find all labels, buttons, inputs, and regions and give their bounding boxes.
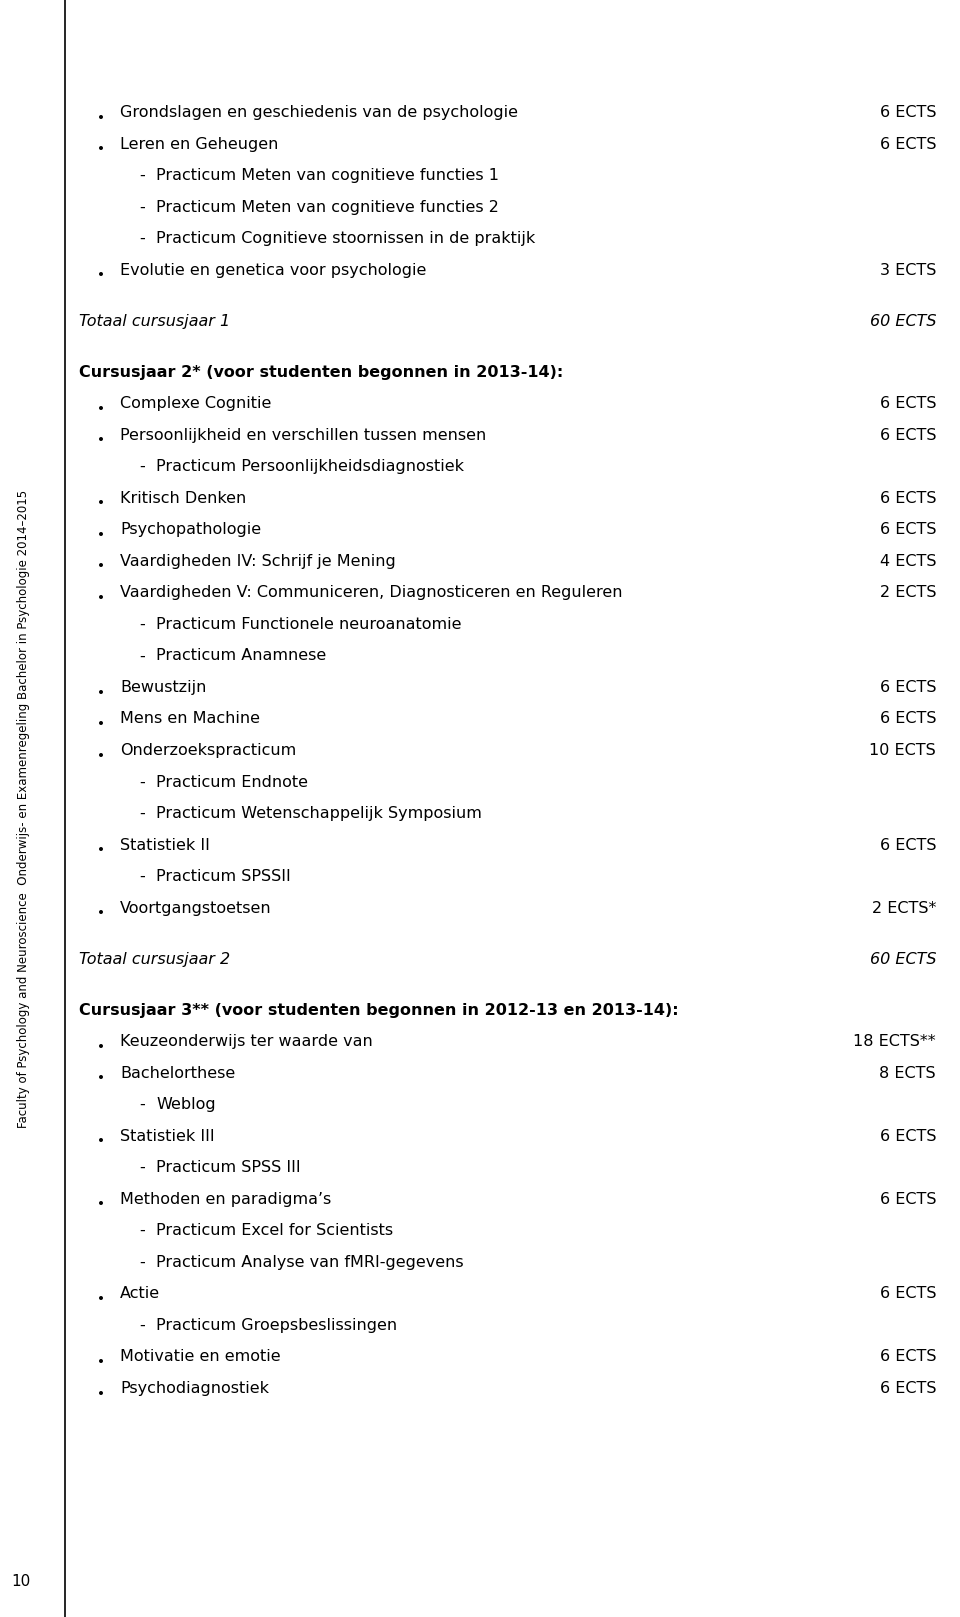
Text: •: • [97,1072,105,1085]
Text: -: - [139,648,145,663]
Text: 18 ECTS**: 18 ECTS** [853,1033,936,1049]
Text: -: - [139,168,145,183]
Text: •: • [97,496,105,511]
Text: Practicum Meten van cognitieve functies 1: Practicum Meten van cognitieve functies … [156,168,499,183]
Text: Cursusjaar 2* (voor studenten begonnen in 2013-14):: Cursusjaar 2* (voor studenten begonnen i… [79,364,563,380]
Text: •: • [97,907,105,920]
Text: Practicum Wetenschappelijk Symposium: Practicum Wetenschappelijk Symposium [156,805,482,821]
Text: •: • [97,559,105,574]
Text: Bachelorthese: Bachelorthese [120,1066,235,1080]
Text: 60 ECTS: 60 ECTS [870,951,936,967]
Text: Practicum Excel for Scientists: Practicum Excel for Scientists [156,1222,394,1239]
Text: -: - [139,1159,145,1176]
Text: •: • [97,1292,105,1307]
Text: 10 ECTS: 10 ECTS [869,742,936,758]
Text: -: - [139,1096,145,1112]
Text: 6 ECTS: 6 ECTS [879,136,936,152]
Text: Practicum Persoonlijkheidsdiagnostiek: Practicum Persoonlijkheidsdiagnostiek [156,459,465,474]
Text: Evolutie en genetica voor psychologie: Evolutie en genetica voor psychologie [120,262,426,278]
Text: 8 ECTS: 8 ECTS [879,1066,936,1080]
Text: Methoden en paradigma’s: Methoden en paradigma’s [120,1192,331,1206]
Text: Faculty of Psychology and Neuroscience  Onderwijs- en Examenregeling Bachelor in: Faculty of Psychology and Neuroscience O… [17,490,31,1127]
Text: •: • [97,844,105,857]
Text: Practicum Functionele neuroanatomie: Practicum Functionele neuroanatomie [156,616,462,632]
Text: Practicum SPSSII: Practicum SPSSII [156,868,291,884]
Text: 6 ECTS: 6 ECTS [879,427,936,443]
Text: -: - [139,231,145,246]
Text: 6 ECTS: 6 ECTS [879,838,936,852]
Text: Weblog: Weblog [156,1096,216,1112]
Text: Leren en Geheugen: Leren en Geheugen [120,136,278,152]
Text: •: • [97,1040,105,1054]
Text: -: - [139,775,145,789]
Text: Practicum Endnote: Practicum Endnote [156,775,308,789]
Text: Voortgangstoetsen: Voortgangstoetsen [120,901,272,915]
Text: Kritisch Denken: Kritisch Denken [120,490,247,506]
Text: Mens en Machine: Mens en Machine [120,711,260,726]
Text: •: • [97,749,105,763]
Text: Statistiek II: Statistiek II [120,838,210,852]
Text: -: - [139,459,145,474]
Text: •: • [97,1135,105,1148]
Text: •: • [97,142,105,157]
Text: -: - [139,1222,145,1239]
Text: •: • [97,1198,105,1211]
Text: Totaal cursusjaar 1: Totaal cursusjaar 1 [79,314,229,328]
Text: •: • [97,686,105,700]
Text: 6 ECTS: 6 ECTS [879,1286,936,1302]
Text: •: • [97,433,105,448]
Text: 6 ECTS: 6 ECTS [879,711,936,726]
Text: 6 ECTS: 6 ECTS [879,1129,936,1143]
Text: Practicum Cognitieve stoornissen in de praktijk: Practicum Cognitieve stoornissen in de p… [156,231,536,246]
Text: 2 ECTS*: 2 ECTS* [872,901,936,915]
Text: 60 ECTS: 60 ECTS [870,314,936,328]
Text: -: - [139,616,145,632]
Text: 4 ECTS: 4 ECTS [879,553,936,569]
Text: •: • [97,592,105,605]
Text: •: • [97,268,105,283]
Text: 2 ECTS: 2 ECTS [879,585,936,600]
Text: Onderzoekspracticum: Onderzoekspracticum [120,742,297,758]
Text: 6 ECTS: 6 ECTS [879,679,936,695]
Text: •: • [97,112,105,125]
Text: 3 ECTS: 3 ECTS [879,262,936,278]
Text: 6 ECTS: 6 ECTS [879,1381,936,1395]
Text: Psychodiagnostiek: Psychodiagnostiek [120,1381,269,1395]
Text: -: - [139,868,145,884]
Text: Practicum SPSS III: Practicum SPSS III [156,1159,301,1176]
Text: Practicum Analyse van fMRI-gegevens: Practicum Analyse van fMRI-gegevens [156,1255,464,1269]
Text: 6 ECTS: 6 ECTS [879,396,936,411]
Text: Bewustzijn: Bewustzijn [120,679,206,695]
Text: 6 ECTS: 6 ECTS [879,522,936,537]
Text: -: - [139,1318,145,1332]
Text: •: • [97,718,105,731]
Text: Persoonlijkheid en verschillen tussen mensen: Persoonlijkheid en verschillen tussen me… [120,427,487,443]
Text: •: • [97,403,105,416]
Text: 6 ECTS: 6 ECTS [879,490,936,506]
Text: 6 ECTS: 6 ECTS [879,105,936,120]
Text: 10: 10 [12,1573,31,1590]
Text: Motivatie en emotie: Motivatie en emotie [120,1349,280,1365]
Text: 6 ECTS: 6 ECTS [879,1192,936,1206]
Text: -: - [139,199,145,215]
Text: Practicum Anamnese: Practicum Anamnese [156,648,326,663]
Text: Psychopathologie: Psychopathologie [120,522,261,537]
Text: Totaal cursusjaar 2: Totaal cursusjaar 2 [79,951,229,967]
Text: •: • [97,1355,105,1370]
Text: -: - [139,1255,145,1269]
Text: Practicum Groepsbeslissingen: Practicum Groepsbeslissingen [156,1318,397,1332]
Text: •: • [97,1387,105,1400]
Text: 6 ECTS: 6 ECTS [879,1349,936,1365]
Text: Actie: Actie [120,1286,160,1302]
Text: Vaardigheden V: Communiceren, Diagnosticeren en Reguleren: Vaardigheden V: Communiceren, Diagnostic… [120,585,622,600]
Text: •: • [97,529,105,542]
Text: Complexe Cognitie: Complexe Cognitie [120,396,272,411]
Text: -: - [139,805,145,821]
Text: Statistiek III: Statistiek III [120,1129,215,1143]
Text: Vaardigheden IV: Schrijf je Mening: Vaardigheden IV: Schrijf je Mening [120,553,396,569]
Text: Keuzeonderwijs ter waarde van: Keuzeonderwijs ter waarde van [120,1033,372,1049]
Text: Cursusjaar 3** (voor studenten begonnen in 2012-13 en 2013-14):: Cursusjaar 3** (voor studenten begonnen … [79,1003,679,1017]
Text: Grondslagen en geschiedenis van de psychologie: Grondslagen en geschiedenis van de psych… [120,105,518,120]
Text: Practicum Meten van cognitieve functies 2: Practicum Meten van cognitieve functies … [156,199,499,215]
